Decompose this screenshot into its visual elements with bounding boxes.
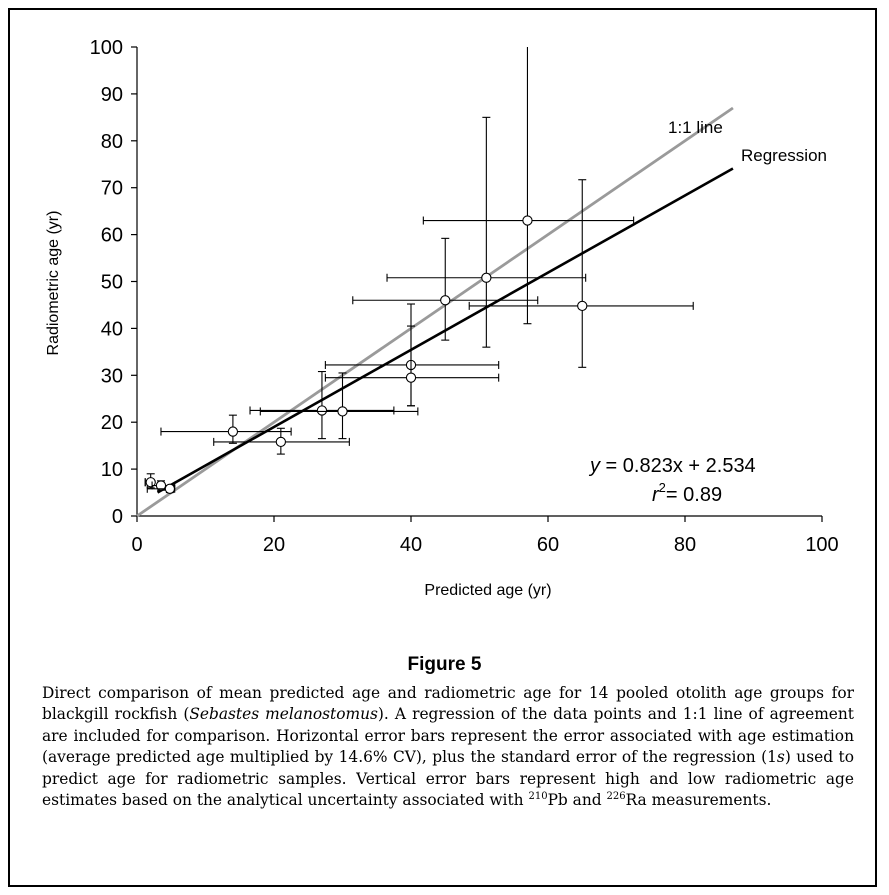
point-marker: [227, 426, 239, 437]
y-tick-label: 50: [101, 272, 123, 294]
x-tick-label: 0: [131, 534, 142, 556]
y-tick-label: 80: [101, 131, 123, 153]
x-axis-label: Predicted age (yr): [424, 582, 551, 599]
point-marker: [145, 477, 156, 488]
data-point: [324, 303, 500, 407]
figure-caption: Direct comparison of mean predicted age …: [42, 684, 854, 810]
point-marker: [275, 436, 286, 448]
point-marker: [316, 405, 328, 416]
y-tick-label: 100: [90, 37, 123, 59]
data-point: [324, 325, 500, 407]
data-points: [144, 47, 694, 494]
y-tick-label: 30: [101, 365, 123, 387]
point-marker: [155, 480, 167, 491]
chart: 0 20 40 60 80 100 0 10 20 30 40 50 60 70 80 90 100 Predi…: [45, 37, 839, 599]
point-marker: [577, 300, 588, 312]
point-marker: [337, 406, 348, 417]
line-label-one-to-one: 1:1 line: [668, 118, 723, 137]
x-tick-label: 60: [537, 534, 559, 556]
data-point: [259, 372, 419, 440]
y-tick-label: 40: [101, 318, 123, 340]
y-tick-label: 90: [101, 84, 123, 106]
line-label-regression: Regression: [741, 146, 827, 165]
point-marker: [481, 272, 492, 283]
x-tick-label: 80: [674, 534, 696, 556]
y-tick-label: 20: [101, 412, 123, 434]
data-point: [468, 179, 694, 368]
data-point: [146, 483, 176, 494]
figure-title: Figure 5: [407, 654, 482, 675]
point-marker: [440, 295, 451, 306]
y-tick-label: 10: [101, 459, 123, 481]
y-tick-label: 70: [101, 178, 123, 200]
species-name: Sebastes melanostomus: [189, 705, 378, 724]
point-marker: [522, 215, 533, 226]
x-tick-label: 100: [805, 534, 838, 556]
point-marker: [405, 372, 417, 383]
x-tick-label: 20: [263, 534, 285, 556]
data-point: [249, 370, 395, 440]
data-point: [213, 427, 350, 455]
data-point: [352, 237, 539, 341]
y-axis-label: Radiometric age (yr): [45, 211, 62, 356]
r-squared: r2= 0.89: [652, 480, 722, 506]
regression-equation: y = 0.823x + 2.534: [588, 455, 756, 477]
y-tick-label: 0: [112, 506, 123, 528]
data-point: [386, 116, 587, 348]
data-point: [422, 47, 635, 325]
axes: 0 20 40 60 80 100 0 10 20 30 40 50 60 70 80 90 100: [90, 37, 839, 556]
x-tick-label: 40: [400, 534, 422, 556]
data-point: [160, 414, 292, 444]
data-point: [144, 473, 156, 489]
y-tick-label: 60: [101, 225, 123, 247]
figure-frame: [8, 8, 877, 887]
point-marker: [164, 483, 176, 494]
